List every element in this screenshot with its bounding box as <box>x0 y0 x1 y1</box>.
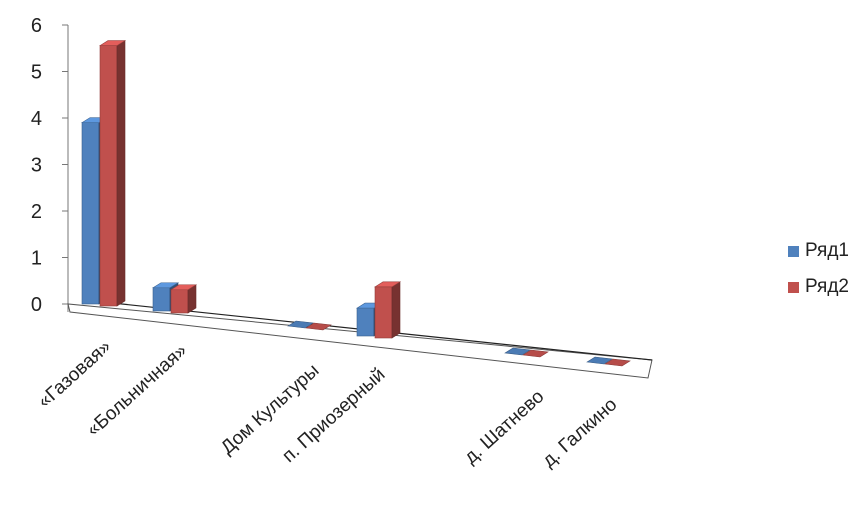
bar-top-2-0 <box>98 40 127 46</box>
x-tick-label: д. Шатнево <box>460 386 548 468</box>
legend-item-series-1: Ряд1 <box>788 240 849 262</box>
x-tick-label: д. Галкино <box>539 394 622 472</box>
bar-side-2-0 <box>116 40 126 307</box>
legend-label-series-1: Ряд1 <box>805 240 849 261</box>
bar-2-5 <box>604 358 631 367</box>
legend-swatch-series-2 <box>788 281 799 293</box>
legend-item-series-2: Ряд2 <box>788 276 849 298</box>
bar-top-1-1 <box>151 282 180 289</box>
bar-2-3 <box>374 286 393 339</box>
bar-top-2-1 <box>169 284 198 291</box>
y-tick-label: 3 <box>31 155 42 177</box>
bar-1-5 <box>586 356 613 365</box>
bar-1-2 <box>287 320 314 329</box>
y-tick-label: 0 <box>31 294 42 316</box>
y-tick-label: 4 <box>31 108 42 130</box>
bar-2-0 <box>99 45 118 307</box>
bar-1-0 <box>81 122 100 305</box>
bar-2-4 <box>522 349 549 358</box>
y-tick-label: 6 <box>31 15 42 37</box>
bar-side-2-3 <box>391 281 401 339</box>
bar-1-4 <box>504 347 531 356</box>
legend-label-series-2: Ряд2 <box>805 276 849 297</box>
y-tick-label: 2 <box>31 201 42 223</box>
bar-1-1 <box>152 287 171 312</box>
x-tick-label: «Газовая» <box>34 336 115 412</box>
floor-plane <box>67 303 653 379</box>
bar-2-2 <box>305 322 332 331</box>
y-tick-label: 5 <box>31 62 42 84</box>
bar-2-1 <box>170 289 189 314</box>
y-tick-label: 1 <box>31 248 42 270</box>
bar-1-3 <box>356 307 375 337</box>
bar-top-2-3 <box>373 281 402 288</box>
legend: Ряд1 Ряд2 <box>788 240 849 312</box>
legend-swatch-series-1 <box>788 245 799 257</box>
